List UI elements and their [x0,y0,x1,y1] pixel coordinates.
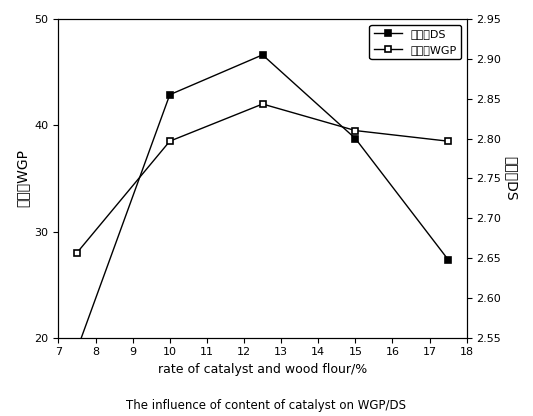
─■─取代度DS [445,257,451,262]
─□─增重率WGP [167,139,173,144]
─■─取代度DS [260,52,266,57]
Text: The influence of content of catalyst on WGP/DS: The influence of content of catalyst on … [126,399,407,412]
─□─增重率WGP [260,102,266,106]
Line: ─■─取代度DS: ─■─取代度DS [74,52,451,353]
─□─增重率WGP [352,128,359,133]
─□─增重率WGP [445,139,451,144]
─■─取代度DS [352,136,359,141]
─□─增重率WGP [74,250,80,255]
Y-axis label: 取代度DS: 取代度DS [504,156,518,201]
Line: ─□─增重率WGP: ─□─增重率WGP [74,101,451,256]
─■─取代度DS [74,347,80,352]
X-axis label: rate of catalyst and wood flour/%: rate of catalyst and wood flour/% [158,363,367,376]
Y-axis label: 增重率WGP: 增重率WGP [15,149,29,208]
─■─取代度DS [167,92,173,97]
Legend: 取代度DS, 增重率WGP: 取代度DS, 增重率WGP [369,25,461,59]
